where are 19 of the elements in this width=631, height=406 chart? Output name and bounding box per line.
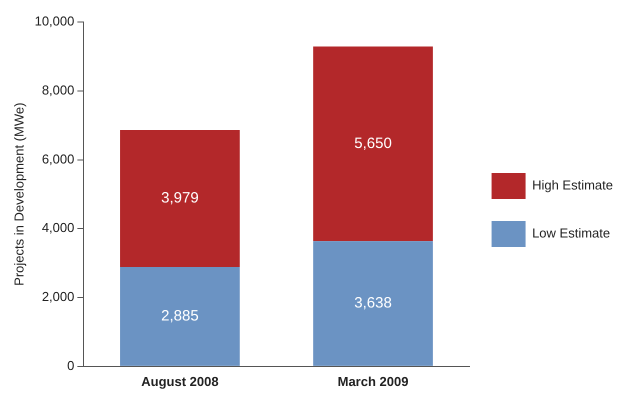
legend-label: High Estimate (532, 178, 613, 193)
x-tick-label: March 2009 (338, 374, 408, 389)
data-label: 3,638 (354, 294, 392, 312)
y-tick-label: 6,000 (42, 151, 74, 166)
legend-label: Low Estimate (532, 226, 610, 241)
bar (120, 267, 240, 366)
bar (313, 46, 433, 242)
y-tick-label: 2,000 (42, 289, 74, 304)
y-axis-title: Projects in Development (MWe) (11, 102, 26, 286)
data-label: 3,979 (161, 190, 199, 207)
y-tick-label: 4,000 (42, 220, 74, 236)
bar (120, 130, 240, 268)
data-label: 2,885 (161, 308, 199, 325)
data-label: 5,650 (354, 134, 392, 152)
y-tick-label: 8,000 (42, 82, 74, 98)
y-tick-label: 10,000 (34, 14, 74, 29)
x-tick-label: August 2008 (141, 374, 219, 389)
bar (313, 241, 433, 366)
y-tick-label: 0 (67, 358, 74, 373)
